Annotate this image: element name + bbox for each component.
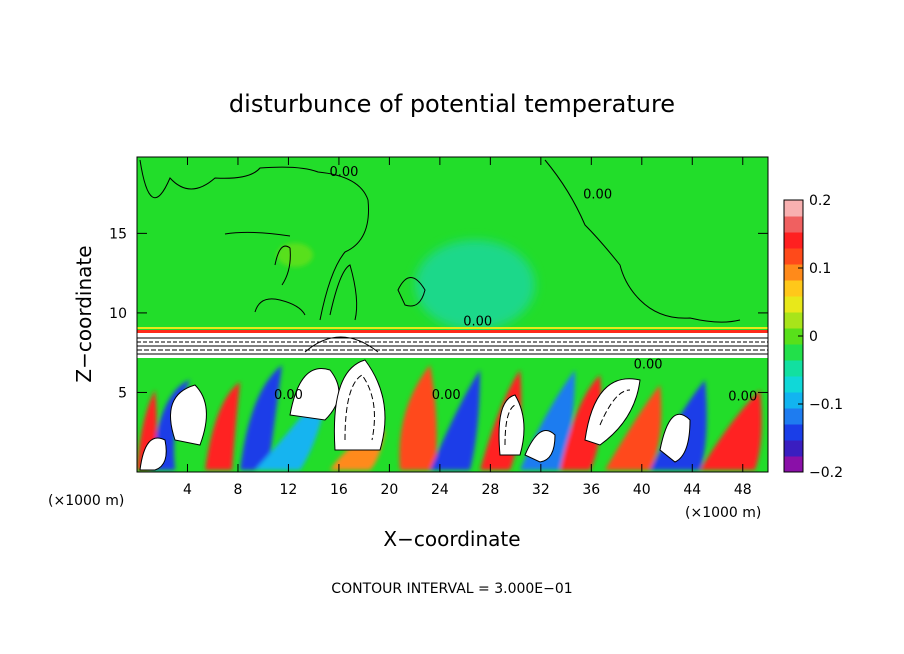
contour-label: 0.00 [634, 358, 663, 373]
colorbar-swatch [784, 424, 803, 441]
contour-label: 0.00 [432, 388, 461, 403]
colorbar-tick-label: −0.1 [809, 397, 843, 413]
colorbar-swatch [784, 392, 803, 409]
colorbar-swatch [784, 312, 803, 329]
x-unit-left: (×1000 m) [48, 493, 124, 509]
y-tick-label: 15 [109, 226, 127, 242]
x-tick-label: 32 [532, 482, 550, 498]
colorbar-swatch [784, 456, 803, 473]
colorbar: 0.2 0.1 0 −0.1 −0.2 [783, 193, 843, 481]
upper-warm-patch [277, 243, 313, 267]
colorbar-swatch [784, 200, 803, 217]
x-tick-label: 4 [183, 482, 192, 498]
colorbar-tick-label: 0.2 [809, 193, 831, 209]
plot-area: 0.00 0.00 0.00 0.00 0.00 0.00 0.00 [137, 157, 768, 472]
inversion-red-line [137, 330, 768, 333]
contour-label: 0.00 [329, 165, 358, 180]
colorbar-swatch [784, 360, 803, 377]
x-tick-label: 12 [280, 482, 298, 498]
contour-label: 0.00 [274, 388, 303, 403]
colorbar-swatch [784, 296, 803, 313]
colorbar-tick-label: −0.2 [809, 465, 843, 481]
zero-contours [139, 159, 741, 323]
dashed-contours [344, 374, 631, 446]
y-axis-label: Z−coordinate [72, 245, 96, 382]
x-unit-right: (×1000 m) [685, 505, 761, 521]
colorbar-swatch [784, 232, 803, 249]
x-tick-label: 20 [380, 482, 398, 498]
colorbar-tick-label: 0 [809, 329, 818, 345]
y-tick-label: 5 [118, 385, 127, 401]
upper-cool-patch [415, 240, 535, 330]
x-tick-label: 16 [330, 482, 348, 498]
colorbar-swatch [784, 328, 803, 345]
x-tick-label: 24 [431, 482, 449, 498]
colorbar-swatch [784, 376, 803, 393]
x-tick-label: 28 [481, 482, 499, 498]
x-tick-label: 40 [633, 482, 651, 498]
colorbar-swatch [784, 408, 803, 425]
colorbar-tick-label: 0.1 [809, 261, 831, 277]
contour-label: 0.00 [463, 315, 492, 330]
y-axis: 5 10 15 [109, 226, 768, 401]
plot-frame [136, 156, 769, 473]
x-tick-label: 36 [582, 482, 600, 498]
inversion-yellow-line [137, 327, 768, 329]
y-tick-label: 10 [109, 306, 127, 322]
colorbar-swatch [784, 248, 803, 265]
colorbar-swatch [784, 344, 803, 361]
x-axis: 4 8 12 16 20 24 28 32 36 40 44 48 [183, 157, 752, 498]
colorbar-swatch [784, 264, 803, 281]
colorbar-swatch [784, 440, 803, 457]
chart-title: disturbunce of potential temperature [229, 90, 675, 118]
x-tick-label: 8 [233, 482, 242, 498]
x-axis-label: X−coordinate [383, 527, 520, 551]
inversion-contours [137, 336, 768, 355]
x-tick-label: 48 [734, 482, 752, 498]
colorbar-swatch [784, 280, 803, 297]
contour-label: 0.00 [728, 389, 757, 404]
contour-label: 0.00 [583, 187, 612, 202]
colorbar-swatch [784, 216, 803, 233]
x-tick-label: 44 [683, 482, 701, 498]
contour-label-layer: 0.00 0.00 0.00 0.00 0.00 0.00 0.00 [274, 165, 757, 404]
contour-interval-note: CONTOUR INTERVAL = 3.000E−01 [331, 581, 572, 597]
